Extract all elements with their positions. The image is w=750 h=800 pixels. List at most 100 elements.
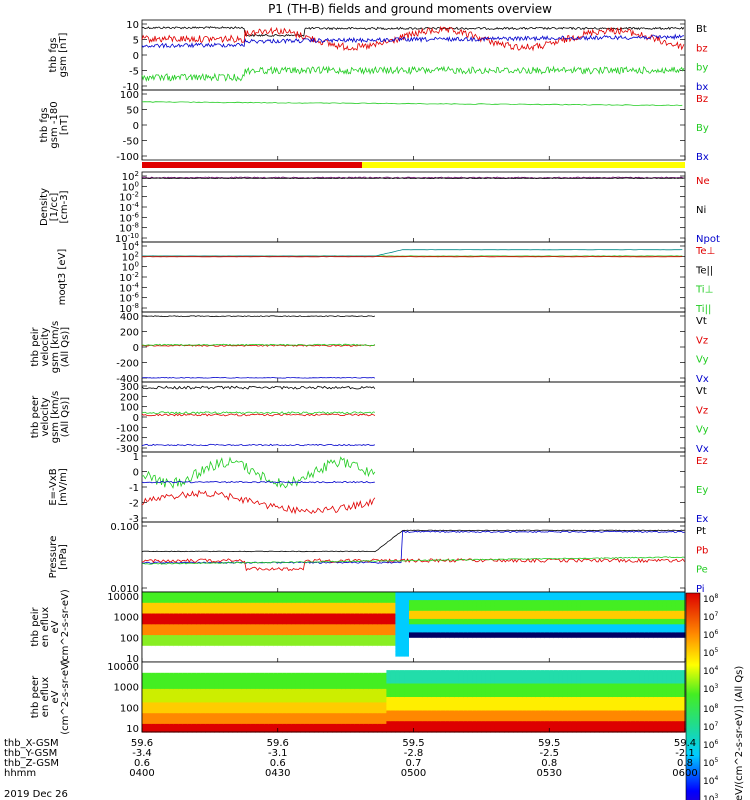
heatmap-cell [323, 705, 329, 709]
heatmap-cell [155, 629, 161, 633]
heatmap-cell [513, 645, 519, 650]
heatmap-cell [399, 653, 405, 658]
heatmap-cell [209, 610, 215, 615]
heatmap-cell [151, 702, 157, 706]
heatmap-cell [671, 608, 677, 612]
heatmap-cell [639, 635, 645, 639]
heatmap-cell [458, 627, 464, 631]
heatmap-cell [205, 723, 211, 728]
heatmap-cell [567, 618, 573, 623]
heatmap-cell [277, 675, 283, 679]
heatmap-cell [549, 608, 555, 612]
heatmap-cell [336, 627, 342, 631]
heatmap-cell [255, 645, 261, 650]
heatmap-cell [282, 645, 288, 650]
heatmap-cell [282, 597, 288, 601]
heatmap-cell [485, 624, 491, 628]
heatmap-cell [214, 721, 220, 725]
heatmap-cell [481, 610, 487, 615]
heatmap-cell [413, 675, 419, 679]
heatmap-cell [200, 694, 206, 698]
heatmap-cell [218, 592, 224, 596]
heatmap-cell [608, 616, 614, 620]
heatmap-cell [295, 667, 301, 671]
heatmap-cell [336, 640, 342, 644]
heatmap-cell [377, 600, 383, 604]
heatmap-cell [467, 659, 473, 663]
heatmap-cell [675, 608, 681, 612]
heatmap-cell [259, 613, 265, 617]
heatmap-cell [653, 629, 659, 633]
heatmap-cell [413, 670, 419, 674]
heatmap-cell [381, 659, 387, 663]
heatmap-cell [327, 702, 333, 706]
heatmap-cell [304, 643, 310, 647]
heatmap-cell [458, 653, 464, 658]
heatmap-cell [259, 683, 265, 687]
heatmap-cell [309, 610, 315, 615]
heatmap-cell [671, 640, 677, 644]
heatmap-cell [332, 637, 338, 642]
heatmap-cell [223, 600, 229, 604]
heatmap-cell [209, 664, 215, 668]
heatmap-cell [259, 729, 265, 733]
heatmap-cell [318, 592, 324, 596]
heatmap-cell [630, 627, 636, 631]
heatmap-cell [409, 691, 415, 695]
heatmap-cell [323, 726, 329, 730]
heatmap-cell [218, 621, 224, 625]
heatmap-cell [295, 610, 301, 615]
heatmap-cell [513, 592, 519, 596]
heatmap-cell [418, 605, 424, 609]
heatmap-cell [463, 597, 469, 601]
heatmap-cell [232, 624, 238, 628]
heatmap-cell [440, 618, 446, 623]
heatmap-cell [648, 613, 654, 617]
heatmap-cell [666, 613, 672, 617]
heatmap-cell [427, 637, 433, 642]
heatmap-cell [436, 702, 442, 706]
heatmap-cell [291, 648, 297, 652]
heatmap-cell [218, 702, 224, 706]
heatmap-cell [675, 656, 681, 660]
heatmap-cell [418, 616, 424, 620]
heatmap-cell [313, 629, 319, 633]
heatmap-cell [345, 688, 351, 693]
heatmap-cell [368, 678, 374, 682]
heatmap-cell [304, 597, 310, 601]
heatmap-cell [558, 648, 564, 652]
heatmap-cell [666, 640, 672, 644]
heatmap-cell [255, 621, 261, 625]
heatmap-cell [318, 691, 324, 695]
heatmap-cell [409, 678, 415, 682]
heatmap-cell [386, 635, 392, 639]
heatmap-cell [440, 632, 446, 636]
heatmap-cell [327, 624, 333, 628]
heatmap-cell [291, 594, 297, 598]
heatmap-cell [680, 608, 686, 612]
heatmap-cell [653, 632, 659, 636]
heatmap-cell [237, 680, 243, 685]
heatmap-cell [268, 694, 274, 698]
heatmap-cell [259, 723, 265, 728]
heatmap-cell [354, 707, 360, 712]
heatmap-cell [431, 651, 437, 655]
heatmap-cell [494, 592, 500, 596]
heatmap-cell [418, 594, 424, 598]
heatmap-cell [191, 710, 197, 714]
heatmap-cell [164, 686, 170, 690]
heatmap-cell [458, 613, 464, 617]
heatmap-cell [277, 664, 283, 668]
heatmap-cell [594, 597, 600, 601]
heatmap-cell [169, 723, 175, 728]
heatmap-cell [237, 678, 243, 682]
heatmap-cell [237, 699, 243, 703]
heatmap-cell [187, 618, 193, 623]
heatmap-cell [228, 624, 234, 628]
heatmap-cell [427, 721, 433, 725]
heatmap-cell [223, 602, 229, 607]
heatmap-cell [228, 600, 234, 604]
heatmap-cell [630, 592, 636, 596]
heatmap-cell [413, 659, 419, 663]
heatmap-cell [214, 662, 220, 666]
